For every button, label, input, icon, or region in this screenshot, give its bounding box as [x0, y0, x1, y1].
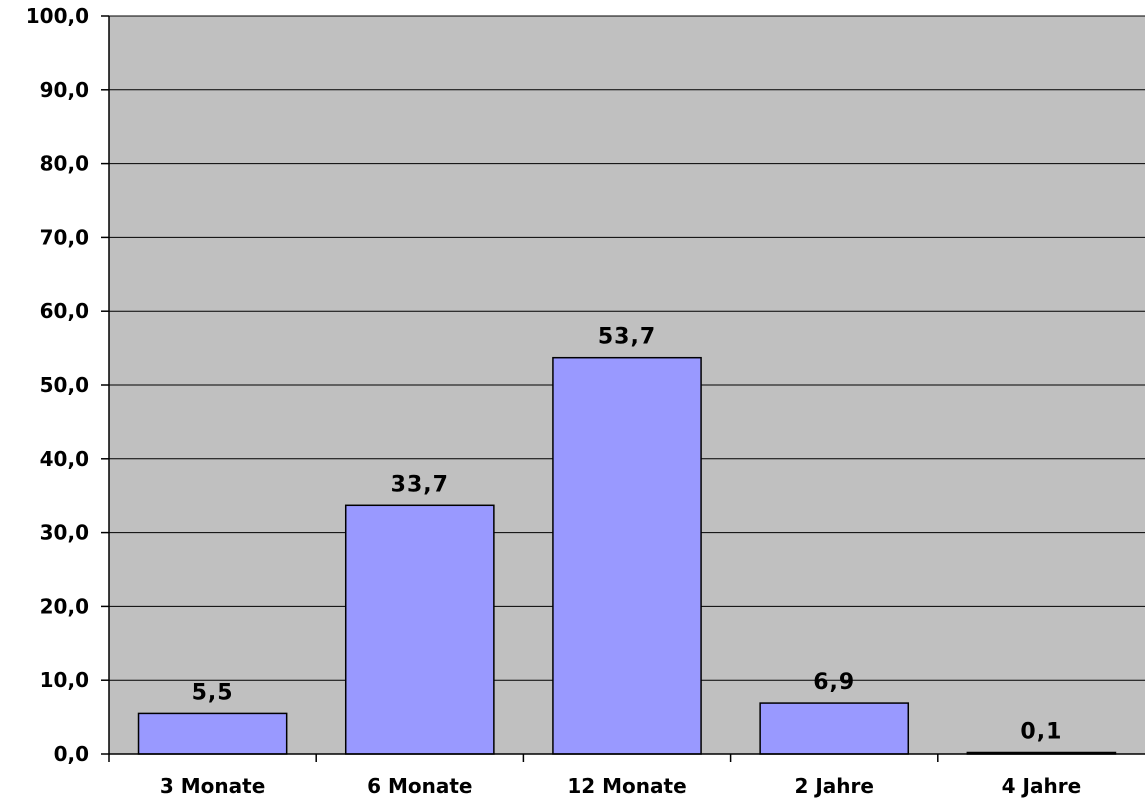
data-labels: 5,5 33,7 53,7 6,9 0,1 — [192, 325, 1062, 745]
y-tick-label: 40,0 — [40, 447, 89, 471]
y-tick-label: 30,0 — [40, 521, 89, 545]
y-tick-label: 100,0 — [26, 4, 89, 28]
x-tick-label: 3 Monate — [160, 774, 265, 798]
y-tick-label: 0,0 — [54, 742, 89, 766]
bar — [759, 702, 910, 755]
axes — [101, 15, 1145, 762]
y-axis-tick-labels: 0,0 10,0 20,0 30,0 40,0 50,0 60,0 70,0 80,0 90,0 1… — [26, 4, 89, 766]
bar — [137, 712, 288, 755]
bar — [344, 504, 495, 755]
y-tick-label: 60,0 — [40, 299, 89, 323]
x-tick-label: 12 Monate — [567, 774, 686, 798]
y-tick-label: 70,0 — [40, 225, 89, 249]
y-tick-label: 10,0 — [40, 668, 89, 692]
y-tick-label: 50,0 — [40, 373, 89, 397]
data-label: 5,5 — [192, 680, 234, 705]
x-tick-label: 6 Monate — [367, 774, 472, 798]
bars — [137, 356, 1117, 755]
y-tick-label: 80,0 — [40, 152, 89, 176]
data-label: 6,9 — [813, 670, 855, 695]
y-tick-label: 20,0 — [40, 594, 89, 618]
data-label: 53,7 — [598, 325, 656, 350]
x-tick-label: 4 Jahre — [1002, 774, 1081, 798]
data-label: 33,7 — [391, 472, 449, 497]
bar — [552, 356, 702, 755]
x-axis-tick-labels: 3 Monate 6 Monate 12 Monate 2 Jahre 4 Jahre — [160, 774, 1081, 798]
data-label: 0,1 — [1020, 720, 1062, 745]
y-tick-label: 90,0 — [40, 78, 89, 102]
x-tick-label: 2 Jahre — [794, 774, 873, 798]
